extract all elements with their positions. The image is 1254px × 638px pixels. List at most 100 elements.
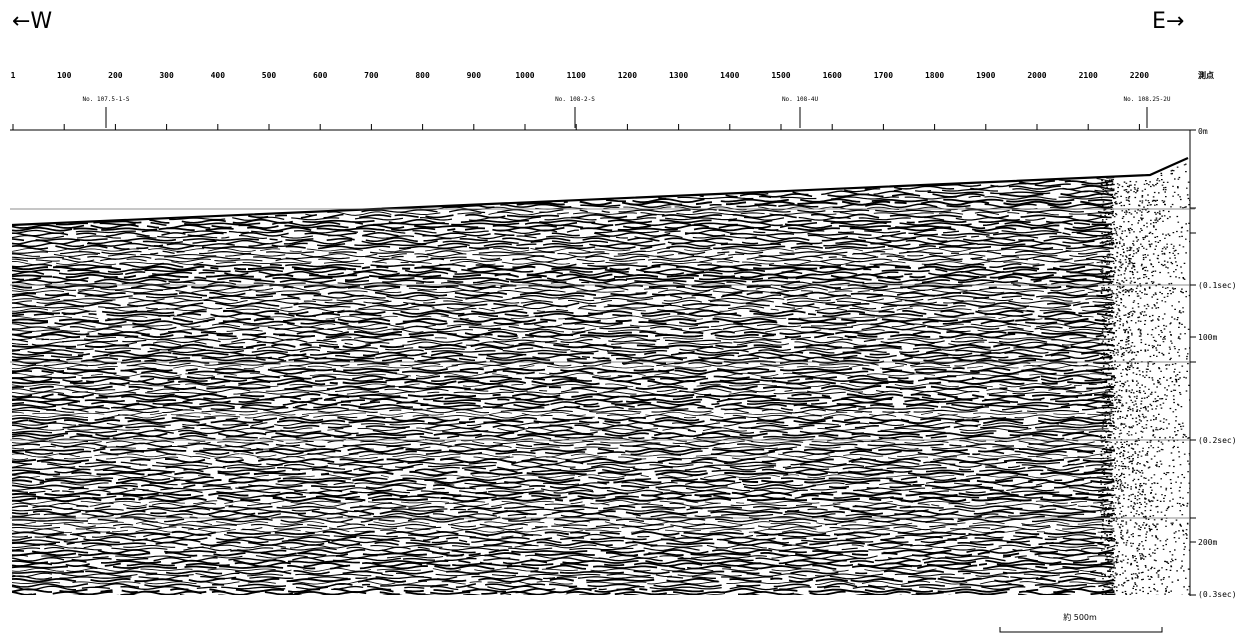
crossing-label: No. 108-4U <box>782 96 819 103</box>
depth-label: 100m <box>1198 333 1217 342</box>
reflector <box>12 379 1108 386</box>
reflector <box>12 400 1114 406</box>
reflector <box>12 429 1113 435</box>
reflector <box>12 390 1114 396</box>
shot-point-label: 200 <box>108 71 123 80</box>
reflector <box>12 260 1113 266</box>
reflector <box>12 291 1113 297</box>
reflector <box>12 450 1113 456</box>
reflector <box>12 470 1113 477</box>
reflector <box>12 265 1113 271</box>
shot-point-label: 1900 <box>976 71 995 80</box>
reflector <box>12 281 1112 287</box>
reflector <box>12 333 1104 339</box>
reflector <box>12 460 1112 466</box>
shot-point-label: 900 <box>467 71 482 80</box>
reflector <box>12 499 1114 505</box>
reflector <box>500 200 1113 206</box>
reflector <box>12 504 1115 510</box>
reflector <box>12 447 1116 453</box>
shot-point-label: 300 <box>159 71 174 80</box>
reflector <box>12 538 1115 544</box>
reflector <box>12 523 1113 528</box>
reflector <box>12 559 1113 565</box>
reflector <box>12 575 1112 580</box>
reflector <box>12 434 1112 440</box>
shot-point-label: 700 <box>364 71 379 80</box>
reflector <box>925 182 1114 188</box>
shot-point-label: 1700 <box>874 71 893 80</box>
seabed <box>12 156 1189 227</box>
reflector <box>12 489 1115 495</box>
reflector <box>12 422 1113 427</box>
reflector <box>12 518 1113 523</box>
reflector <box>12 454 1111 458</box>
shot-point-label: 1000 <box>515 71 534 80</box>
reflector <box>12 364 1115 370</box>
reflector <box>12 486 1109 492</box>
reflector <box>12 309 1115 315</box>
reflector <box>12 289 1112 294</box>
reflector <box>12 315 1114 320</box>
reflector <box>55 221 1112 227</box>
east-label: E→ <box>1152 9 1184 34</box>
reflector <box>12 307 1115 313</box>
crossing-label: No. 108.25-2U <box>1124 96 1171 103</box>
noise <box>1100 163 1190 595</box>
reflector <box>844 188 1115 193</box>
depth-label: 0m <box>1198 127 1208 136</box>
reflector <box>12 388 1114 393</box>
depth-label: 200m <box>1198 538 1217 547</box>
reflector <box>658 195 1115 200</box>
reflector <box>12 349 1114 354</box>
reflector <box>1106 177 1115 179</box>
reflector <box>12 239 1112 245</box>
reflector <box>12 294 1113 300</box>
reflector <box>12 411 1112 416</box>
reflector <box>12 526 1115 531</box>
reflector <box>12 582 1115 588</box>
reflector <box>12 268 1114 274</box>
shot-point-label: 1200 <box>618 71 637 80</box>
reflector <box>442 203 1112 209</box>
reflector <box>12 320 1113 326</box>
reflector <box>12 343 1115 349</box>
reflector <box>12 416 1111 422</box>
reflector <box>12 502 1113 508</box>
reflector <box>12 554 1112 560</box>
reflector <box>12 536 1115 542</box>
reflector <box>12 466 1114 471</box>
reflector <box>12 484 1107 490</box>
reflector <box>12 474 1113 479</box>
reflector <box>12 372 1114 377</box>
reflector <box>12 299 1113 305</box>
seismic-section <box>12 156 1190 595</box>
reflector <box>12 377 1113 383</box>
reflector <box>12 273 1115 279</box>
shot-point-label: 100 <box>57 71 72 80</box>
reflector <box>699 192 1113 198</box>
reflector <box>12 270 1110 276</box>
reflector <box>12 551 1115 557</box>
shot-point-label: 1800 <box>925 71 944 80</box>
reflector <box>12 234 1112 240</box>
shot-point-label: 1400 <box>720 71 739 80</box>
reflector <box>12 463 1114 469</box>
reflector <box>12 237 1112 243</box>
shot-point-label: 400 <box>211 71 226 80</box>
reflector <box>12 317 1107 323</box>
shot-point-label: 1300 <box>669 71 688 80</box>
reflector <box>12 383 1113 387</box>
reflector <box>12 564 1115 570</box>
scale-label: 約 500m <box>1063 612 1097 622</box>
reflector <box>12 244 1114 251</box>
shot-point-label: 2100 <box>1079 71 1098 80</box>
shot-point-label: 2000 <box>1027 71 1046 80</box>
reflector <box>12 440 1113 445</box>
reflector <box>12 229 1112 235</box>
reflector <box>12 253 1112 258</box>
reflector <box>12 302 1115 308</box>
shot-point-label: 1500 <box>771 71 790 80</box>
reflector <box>248 213 1112 219</box>
